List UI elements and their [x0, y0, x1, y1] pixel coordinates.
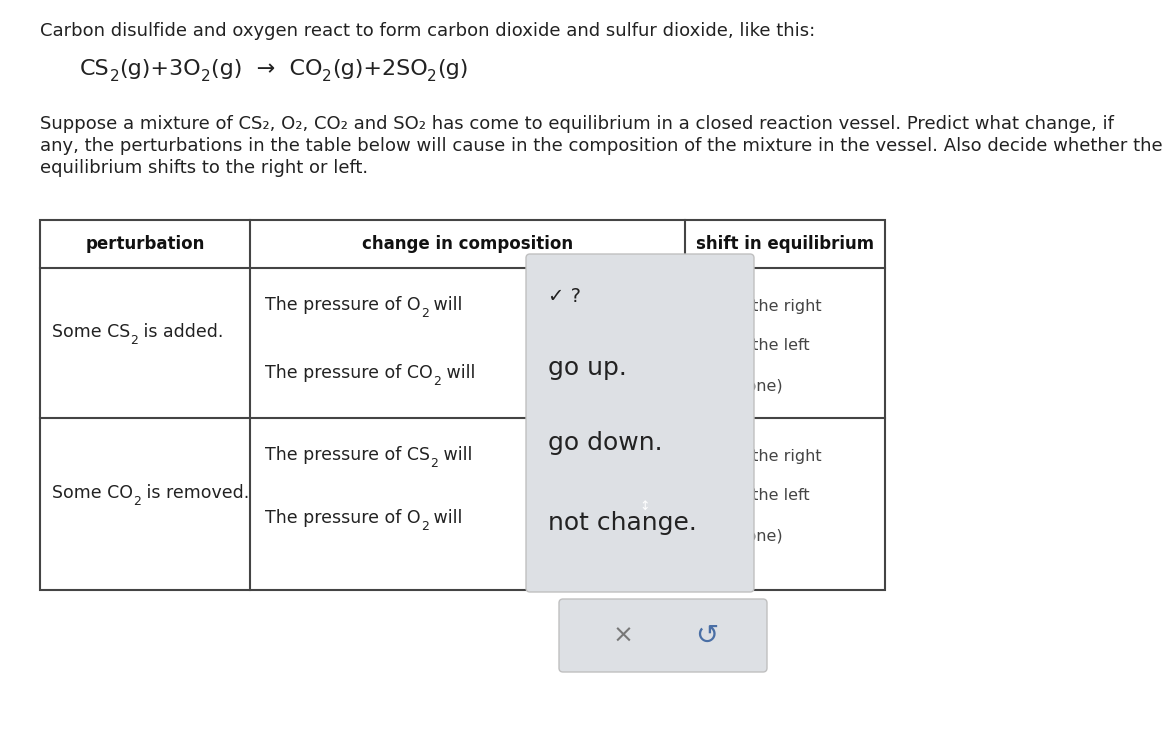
Text: change in composition: change in composition: [362, 235, 573, 253]
Text: will: will: [429, 296, 463, 314]
FancyBboxPatch shape: [526, 254, 754, 592]
Text: to the right: to the right: [731, 299, 822, 314]
Text: will: will: [438, 446, 472, 464]
Text: (g)+2SO: (g)+2SO: [331, 59, 427, 79]
Text: 2: 2: [201, 69, 210, 84]
FancyBboxPatch shape: [528, 488, 662, 524]
Text: ?: ?: [540, 498, 548, 513]
Text: 2: 2: [433, 375, 440, 388]
Text: CS: CS: [80, 59, 109, 79]
Text: equilibrium shifts to the right or left.: equilibrium shifts to the right or left.: [40, 159, 369, 177]
Text: 2: 2: [430, 457, 438, 470]
Text: The pressure of CS: The pressure of CS: [265, 446, 430, 464]
FancyBboxPatch shape: [559, 599, 767, 672]
Text: The pressure of CO: The pressure of CO: [265, 364, 433, 382]
Text: 2: 2: [133, 495, 141, 508]
Text: Suppose a mixture of CS₂, O₂, CO₂ and SO₂ has come to equilibrium in a closed re: Suppose a mixture of CS₂, O₂, CO₂ and SO…: [40, 115, 1114, 133]
Text: perturbation: perturbation: [86, 235, 204, 253]
Text: is added.: is added.: [139, 323, 223, 341]
Text: (g): (g): [437, 59, 468, 79]
Text: will: will: [429, 509, 463, 527]
Text: (none): (none): [731, 379, 783, 394]
Text: Some CS: Some CS: [52, 323, 130, 341]
Text: The pressure of O: The pressure of O: [265, 509, 420, 527]
Text: (g)  →  CO: (g) → CO: [210, 59, 322, 79]
Text: 2: 2: [109, 69, 120, 84]
Text: ✓ ?: ✓ ?: [548, 287, 581, 305]
Text: any, the perturbations in the table below will cause in the composition of the m: any, the perturbations in the table belo…: [40, 137, 1162, 155]
Text: not change.: not change.: [548, 511, 697, 535]
FancyBboxPatch shape: [633, 492, 657, 520]
Text: will: will: [440, 364, 475, 382]
Text: ↕: ↕: [640, 499, 650, 513]
Text: go up.: go up.: [548, 356, 627, 380]
Text: ×: ×: [613, 624, 634, 648]
Text: ↺: ↺: [695, 621, 718, 649]
Text: 2: 2: [420, 520, 429, 533]
Text: Some CO: Some CO: [52, 484, 133, 502]
Text: 2: 2: [420, 307, 429, 320]
Text: to the left: to the left: [731, 339, 810, 354]
Text: (none): (none): [731, 529, 783, 544]
Text: shift in equilibrium: shift in equilibrium: [696, 235, 875, 253]
Bar: [40, 220, 885, 590]
Text: go down.: go down.: [548, 431, 662, 455]
Text: is removed.: is removed.: [141, 484, 249, 502]
Text: (g)+3O: (g)+3O: [120, 59, 201, 79]
Text: to the right: to the right: [731, 449, 822, 464]
Text: to the left: to the left: [731, 489, 810, 504]
Text: Carbon disulfide and oxygen react to form carbon dioxide and sulfur dioxide, lik: Carbon disulfide and oxygen react to for…: [40, 22, 815, 40]
Text: 2: 2: [427, 69, 437, 84]
Text: The pressure of O: The pressure of O: [265, 296, 420, 314]
Text: 2: 2: [322, 69, 331, 84]
Text: 2: 2: [130, 334, 139, 347]
